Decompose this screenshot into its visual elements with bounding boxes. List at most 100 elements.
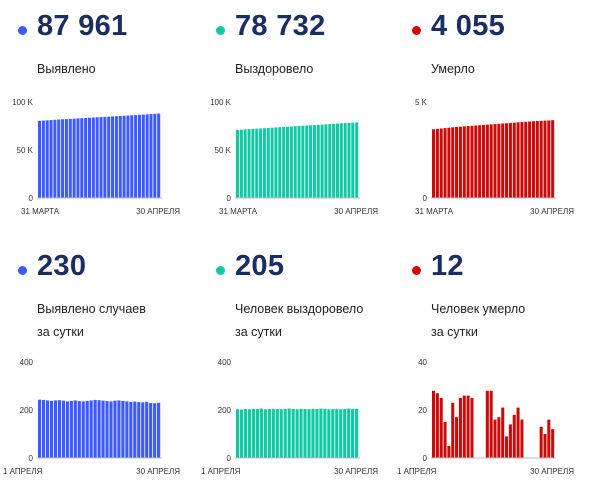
deaths-total-bar [481, 124, 486, 198]
deaths-total-xtick-label-start: 31 МАРТА [415, 207, 454, 216]
detected-daily-label: Выявлено случаев за сутки [37, 302, 146, 339]
deaths-daily-bar [439, 398, 443, 458]
deaths-daily-bar [539, 426, 543, 458]
detected-total-bar [157, 113, 161, 198]
recovered-total-bar [282, 126, 286, 198]
detected-total-bar [61, 119, 65, 198]
deaths-daily-bar [466, 395, 470, 458]
recovered-total-bar [309, 125, 313, 198]
deaths-total-bar [531, 121, 535, 198]
recovered-daily-bar [319, 408, 323, 458]
detected-total-bar [95, 117, 99, 198]
deaths-total-bar [489, 124, 493, 198]
deaths-daily-bar [489, 390, 493, 458]
detected-daily-bar [61, 400, 65, 458]
detected-total-ytick-label: 50 K [17, 146, 34, 155]
recovered-daily-bar [303, 409, 307, 458]
detected-daily-bar [77, 401, 81, 458]
recovered-daily-bar [251, 408, 256, 458]
deaths-total-bar [455, 126, 459, 198]
deaths-total-bar [474, 125, 478, 198]
recovered-daily-bar [343, 409, 347, 458]
detected-total-bar [64, 119, 68, 198]
deaths-daily-bar [497, 417, 501, 458]
detected-total-bar [76, 118, 80, 198]
detected-daily-bar [65, 401, 69, 458]
deaths-daily-bar [443, 422, 447, 458]
recovered-total-bar [312, 125, 316, 198]
recovered-total-bar [285, 126, 290, 198]
deaths-total-bar [432, 129, 436, 198]
recovered-total-bar [289, 126, 293, 198]
deaths-total-bar [543, 120, 547, 198]
detected-total-bar [114, 116, 118, 198]
recovered-total-bar [355, 122, 359, 198]
deaths-total-ytick-label: 0 [423, 194, 428, 203]
deaths-total-bar [458, 126, 462, 198]
recovered-daily-bar [236, 409, 240, 458]
deaths-total-bar [485, 124, 489, 198]
detected-total-bar [149, 114, 153, 198]
deaths-total-bar [524, 121, 528, 198]
detected-total-value: 87 961 [37, 10, 128, 42]
detected-total-label: Выявлено [37, 62, 96, 76]
recovered-daily-bar [287, 408, 291, 458]
deaths-total-bar [516, 122, 520, 198]
detected-daily-chart: 0 200 400 1 АПРЕЛЯ 30 АПРЕЛЯ [3, 358, 180, 476]
deaths-daily-bar [451, 402, 455, 458]
deaths-daily-bar [447, 446, 451, 458]
detected-total-bar [153, 113, 157, 198]
recovered-total-bar [328, 124, 332, 198]
deaths-daily-xtick-label-start: 1 АПРЕЛЯ [397, 467, 437, 476]
recovered-total-value: 78 732 [235, 10, 326, 42]
recovered-daily-bar [279, 409, 283, 458]
recovered-total-bar [255, 128, 259, 198]
detected-total-bar [87, 117, 92, 198]
detected-daily-bar [73, 400, 77, 458]
recovered-daily-bar [311, 408, 315, 458]
deaths-daily-bar [501, 407, 505, 458]
detected-daily-bar [41, 399, 46, 458]
detected-daily-bar [137, 402, 141, 458]
detected-daily-bar [129, 401, 133, 458]
recovered-total-ytick-label: 50 K [215, 146, 232, 155]
recovered-total-ytick-label: 100 K [210, 98, 232, 107]
detected-total-ytick-label: 0 [29, 194, 34, 203]
detected-total-dot [18, 26, 27, 35]
deaths-total-bar [462, 126, 466, 198]
deaths-total-ytick-label: 5 K [415, 98, 428, 107]
recovered-daily-bar [267, 409, 271, 458]
deaths-daily-bar [485, 390, 489, 458]
deaths-daily-bar [458, 398, 462, 458]
detected-daily-ytick-label: 200 [20, 406, 34, 415]
recovered-daily-dot [216, 266, 225, 275]
detected-total-bar [126, 115, 130, 198]
detected-total-chart: 0 50 K 100 K 31 МАРТА 30 АПРЕЛЯ [12, 98, 180, 216]
detected-daily-bar [141, 402, 145, 458]
recovered-total-dot [216, 26, 225, 35]
detected-total-bar [111, 116, 115, 198]
deaths-daily-dot [412, 266, 421, 275]
detected-daily-bar [157, 402, 161, 458]
deaths-daily-bar [435, 393, 439, 458]
deaths-daily-bar [551, 429, 555, 458]
recovered-total-bar [278, 127, 282, 198]
recovered-total-bar [347, 122, 351, 198]
recovered-daily-bar [263, 409, 267, 458]
deaths-total-bar [470, 125, 474, 198]
detected-daily-bar [89, 400, 93, 458]
detected-daily-bar [81, 401, 85, 458]
recovered-daily-bar [271, 408, 275, 458]
deaths-daily-ytick-label: 40 [418, 358, 427, 367]
recovered-daily-bar [307, 409, 311, 458]
recovered-daily-bar [283, 408, 287, 458]
recovered-total-bar [251, 128, 255, 198]
deaths-total-panel: 4 055 Умерло 0 5 K 31 МАРТА 30 АПРЕЛЯ [394, 0, 584, 240]
detected-total-bar [80, 118, 84, 198]
recovered-daily-bar [339, 409, 343, 458]
detected-total-bar [118, 115, 122, 198]
deaths-total-bar [435, 128, 439, 198]
recovered-total-label: Выздоровело [235, 62, 314, 76]
recovered-daily-panel: 205 Человек выздоровело за сутки 0 200 400 1 … [198, 240, 388, 480]
deaths-total-bar [447, 127, 451, 198]
